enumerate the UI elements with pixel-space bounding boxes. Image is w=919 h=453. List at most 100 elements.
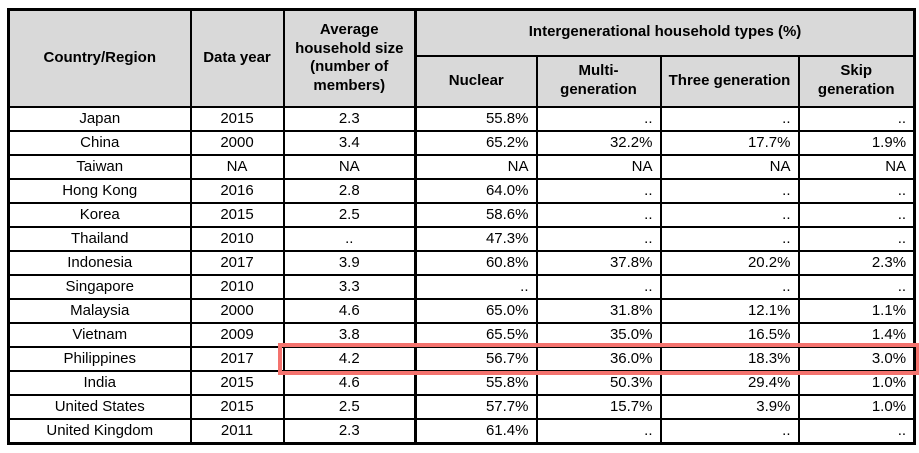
cell-skip: ..	[797, 105, 916, 132]
cell-three: ..	[659, 273, 800, 300]
cell-nuclear: 65.2%	[414, 129, 538, 156]
cell-multi: ..	[536, 417, 662, 445]
cell-multi: 32.2%	[536, 129, 662, 156]
cell-avg: 2.5	[282, 201, 417, 228]
cell-multi: 50.3%	[536, 369, 662, 396]
cell-country: Japan	[7, 105, 192, 132]
cell-country: Malaysia	[7, 297, 192, 324]
table-row: Vietnam 2009 3.8 65.5% 35.0% 16.5% 1.4%	[7, 321, 916, 348]
cell-multi: 36.0%	[536, 345, 662, 372]
table-row: China 2000 3.4 65.2% 32.2% 17.7% 1.9%	[7, 129, 916, 156]
header-nuclear: Nuclear	[414, 54, 538, 108]
header-skip-generation: Skip generation	[797, 54, 916, 108]
cell-three: 17.7%	[659, 129, 800, 156]
table-header: Country/Region Data year Average househo…	[7, 8, 916, 108]
table-row: Philippines 2017 4.2 56.7% 36.0% 18.3% 3.0%	[7, 345, 916, 372]
cell-avg: 3.4	[282, 129, 417, 156]
cell-nuclear: 58.6%	[414, 201, 538, 228]
cell-year: 2017	[189, 249, 285, 276]
table-row: Malaysia 2000 4.6 65.0% 31.8% 12.1% 1.1%	[7, 297, 916, 324]
cell-nuclear: 55.8%	[414, 105, 538, 132]
cell-country: China	[7, 129, 192, 156]
cell-nuclear: 55.8%	[414, 369, 538, 396]
cell-avg: NA	[282, 153, 417, 180]
cell-multi: 35.0%	[536, 321, 662, 348]
cell-country: United Kingdom	[7, 417, 192, 445]
table-row: India 2015 4.6 55.8% 50.3% 29.4% 1.0%	[7, 369, 916, 396]
cell-nuclear: 60.8%	[414, 249, 538, 276]
cell-avg: 4.2	[282, 345, 417, 372]
cell-three: 16.5%	[659, 321, 800, 348]
cell-country: Singapore	[7, 273, 192, 300]
cell-three: 29.4%	[659, 369, 800, 396]
cell-skip: 1.0%	[797, 393, 916, 420]
cell-three: 12.1%	[659, 297, 800, 324]
cell-three: 3.9%	[659, 393, 800, 420]
cell-avg: 3.8	[282, 321, 417, 348]
cell-country: Hong Kong	[7, 177, 192, 204]
cell-avg: 2.3	[282, 417, 417, 445]
cell-three: 18.3%	[659, 345, 800, 372]
cell-skip: 2.3%	[797, 249, 916, 276]
cell-skip: ..	[797, 201, 916, 228]
cell-year: 2016	[189, 177, 285, 204]
table-row: United Kingdom 2011 2.3 61.4%......	[7, 417, 916, 445]
table-row: Singapore 2010 3.3........	[7, 273, 916, 300]
cell-multi: 37.8%	[536, 249, 662, 276]
table-row: Japan 2015 2.3 55.8%......	[7, 105, 916, 132]
cell-nuclear: 64.0%	[414, 177, 538, 204]
cell-multi: ..	[536, 273, 662, 300]
cell-country: United States	[7, 393, 192, 420]
cell-year: 2015	[189, 369, 285, 396]
header-multi-generation: Multi- generation	[535, 54, 662, 108]
table-row: Thailand 2010.. 47.3%......	[7, 225, 916, 252]
cell-country: Taiwan	[7, 153, 192, 180]
cell-year: NA	[189, 153, 285, 180]
cell-nuclear: 65.0%	[414, 297, 538, 324]
cell-country: Vietnam	[7, 321, 192, 348]
table-row: Hong Kong 2016 2.8 64.0%......	[7, 177, 916, 204]
cell-country: Korea	[7, 201, 192, 228]
cell-three: ..	[659, 177, 800, 204]
cell-skip: 1.0%	[797, 369, 916, 396]
cell-year: 2017	[189, 345, 285, 372]
header-country-region: Country/Region	[7, 8, 192, 108]
cell-avg: 3.9	[282, 249, 417, 276]
cell-country: India	[7, 369, 192, 396]
cell-avg: 2.5	[282, 393, 417, 420]
table-body: Japan 2015 2.3 55.8%...... China 2000 3.4 65.2%…	[7, 105, 916, 445]
cell-three: 20.2%	[659, 249, 800, 276]
intergenerational-household-table: Country/Region Data year Average househo…	[7, 8, 917, 445]
cell-multi: NA	[536, 153, 662, 180]
cell-avg: 2.8	[282, 177, 417, 204]
table-row: United States 2015 2.5 57.7% 15.7% 3.9% 1.0%	[7, 393, 916, 420]
cell-nuclear: 47.3%	[414, 225, 538, 252]
cell-multi: ..	[536, 177, 662, 204]
cell-skip: ..	[797, 225, 916, 252]
cell-country: Philippines	[7, 345, 192, 372]
cell-nuclear: NA	[414, 153, 538, 180]
cell-multi: 31.8%	[536, 297, 662, 324]
cell-skip: ..	[797, 273, 916, 300]
cell-country: Thailand	[7, 225, 192, 252]
header-avg-household-size: Average household size (number of member…	[282, 8, 417, 108]
table-row: Indonesia 2017 3.9 60.8% 37.8% 20.2% 2.3%	[7, 249, 916, 276]
header-three-generation: Three generation	[659, 54, 800, 108]
cell-multi: 15.7%	[536, 393, 662, 420]
cell-avg: ..	[282, 225, 417, 252]
cell-multi: ..	[536, 105, 662, 132]
cell-year: 2011	[189, 417, 285, 445]
cell-year: 2015	[189, 201, 285, 228]
cell-three: ..	[659, 417, 800, 445]
cell-year: 2015	[189, 105, 285, 132]
cell-skip: 1.4%	[797, 321, 916, 348]
header-intergenerational-group: Intergenerational household types (%)	[413, 8, 916, 57]
cell-avg: 4.6	[282, 369, 417, 396]
cell-nuclear: 65.5%	[414, 321, 538, 348]
cell-multi: ..	[536, 201, 662, 228]
cell-multi: ..	[536, 225, 662, 252]
cell-three: ..	[659, 201, 800, 228]
cell-three: NA	[659, 153, 800, 180]
cell-skip: 1.1%	[797, 297, 916, 324]
